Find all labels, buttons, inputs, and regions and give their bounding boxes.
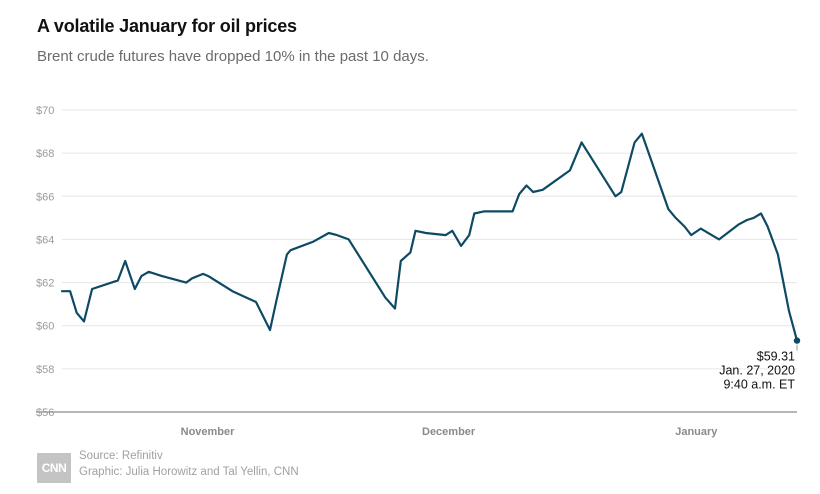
y-tick-label: $66 bbox=[36, 191, 54, 203]
y-tick-label: $56 bbox=[36, 407, 54, 419]
series-group bbox=[60, 132, 801, 344]
x-tick-label: November bbox=[181, 426, 236, 438]
chart-title: A volatile January for oil prices bbox=[37, 16, 297, 36]
cnn-logo: CNN bbox=[37, 453, 71, 483]
y-tick-label: $62 bbox=[36, 278, 54, 290]
chart-footer: Source: Refinitiv Graphic: Julia Horowit… bbox=[79, 448, 299, 480]
y-tick-label: $64 bbox=[36, 234, 54, 246]
y-tick-label: $60 bbox=[36, 321, 54, 333]
source-text: Source: Refinitiv bbox=[79, 450, 163, 462]
series-line bbox=[60, 132, 799, 342]
x-tick-label: December bbox=[422, 426, 476, 438]
annotation-time: 9:40 a.m. ET bbox=[723, 378, 795, 392]
gridlines bbox=[62, 109, 797, 370]
y-tick-label: $58 bbox=[36, 364, 54, 376]
y-axis-ticks: $56 $58 $60 $62 $64 $66 $68 $70 bbox=[36, 105, 54, 419]
last-point-marker bbox=[793, 337, 801, 344]
y-tick-label: $68 bbox=[36, 148, 54, 160]
annotation-date: Jan. 27, 2020 bbox=[719, 364, 795, 378]
credit-text: Graphic: Julia Horowitz and Tal Yellin, … bbox=[79, 466, 299, 478]
chart-subtitle: Brent crude futures have dropped 10% in … bbox=[37, 48, 429, 65]
x-axis-ticks: November December January bbox=[181, 426, 719, 438]
annotation-value: $59.31 bbox=[757, 350, 795, 364]
y-tick-label: $70 bbox=[36, 105, 54, 117]
x-tick-label: January bbox=[675, 426, 718, 438]
